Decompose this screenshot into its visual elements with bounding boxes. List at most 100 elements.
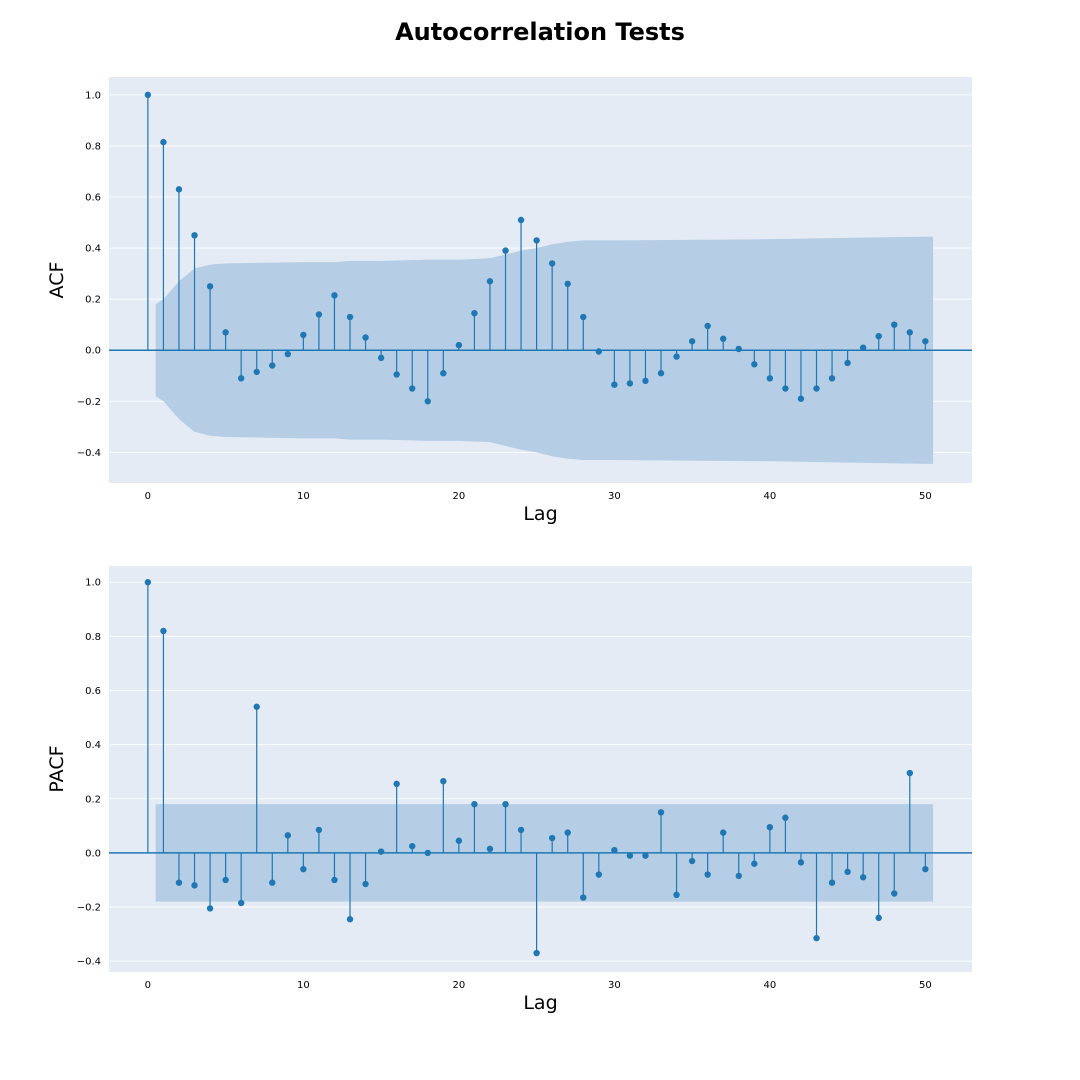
- pacf-point: [269, 879, 276, 886]
- pacf-y-axis-title: PACF: [46, 745, 68, 792]
- acf-point: [175, 186, 183, 193]
- pacf-plot-background: [109, 566, 972, 972]
- acf-point: [331, 292, 338, 299]
- pacf-point: [828, 879, 836, 886]
- pacf-point: [922, 865, 929, 873]
- acf-point: [253, 368, 260, 376]
- pacf-x-tick-label: 20: [452, 980, 465, 991]
- pacf-point: [315, 826, 323, 834]
- acf-point: [269, 362, 276, 369]
- acf-point: [548, 260, 556, 267]
- acf-point: [409, 385, 416, 392]
- pacf-point: [160, 627, 167, 635]
- pacf-point: [859, 874, 867, 881]
- acf-point: [362, 334, 369, 341]
- pacf-point: [906, 769, 914, 777]
- acf-point: [346, 313, 354, 321]
- acf-x-tick-label: 40: [763, 491, 776, 502]
- pacf-point: [144, 579, 152, 586]
- pacf-point: [580, 894, 587, 901]
- pacf-point: [533, 949, 540, 957]
- pacf-y-tick-label: −0.2: [77, 903, 101, 914]
- acf-point: [315, 311, 323, 318]
- acf-point: [720, 335, 727, 342]
- acf-x-tick-label: 10: [297, 491, 310, 502]
- pacf-point: [377, 848, 385, 855]
- acf-x-tick-label: 0: [145, 491, 151, 502]
- acf-point: [766, 375, 774, 382]
- acf-y-tick-label: −0.4: [77, 448, 101, 459]
- acf-point: [673, 353, 680, 360]
- pacf-point: [751, 860, 758, 867]
- acf-point: [377, 354, 385, 362]
- acf-point: [797, 395, 805, 402]
- pacf-y-tick-label: 0.0: [85, 848, 101, 859]
- acf-point: [688, 338, 696, 345]
- acf-point: [160, 138, 167, 146]
- acf-point: [564, 280, 571, 288]
- pacf-point: [424, 849, 431, 857]
- acf-point: [533, 237, 540, 244]
- acf-point: [828, 375, 836, 382]
- pacf-point: [393, 780, 400, 788]
- acf-y-tick-label: 0.2: [85, 295, 101, 306]
- figure-title: Autocorrelation Tests: [395, 18, 685, 46]
- acf-point: [393, 371, 400, 378]
- acf-y-tick-label: 0.6: [85, 193, 101, 204]
- pacf-x-tick-label: 0: [145, 980, 151, 991]
- pacf-point: [175, 879, 183, 886]
- pacf-point: [782, 814, 789, 821]
- pacf-point: [331, 876, 338, 884]
- pacf-point: [673, 891, 680, 899]
- pacf-point: [191, 882, 198, 889]
- pacf-point: [517, 826, 525, 834]
- acf-point: [517, 216, 525, 224]
- pacf-point: [206, 905, 214, 912]
- pacf-point: [704, 871, 711, 878]
- acf-point: [222, 329, 229, 336]
- acf-point: [751, 361, 758, 368]
- acf-y-tick-label: −0.2: [77, 397, 101, 408]
- acf-y-tick-label: 0.4: [85, 244, 101, 255]
- acf-point: [657, 370, 665, 377]
- acf-point: [144, 91, 152, 99]
- pacf-point: [471, 800, 478, 808]
- acf-x-tick-label: 20: [452, 491, 465, 502]
- pacf-point: [766, 823, 774, 831]
- acf-point: [611, 381, 618, 388]
- acf-point: [300, 331, 307, 339]
- acf-point: [595, 348, 603, 355]
- pacf-y-tick-label: −0.4: [77, 957, 101, 968]
- acf-x-axis-title: Lag: [523, 503, 557, 525]
- pacf-point: [875, 914, 882, 922]
- pacf-point: [564, 829, 571, 836]
- acf-y-tick-label: 0.0: [85, 346, 101, 357]
- pacf-point: [237, 899, 245, 907]
- acf-point: [206, 283, 214, 290]
- pacf-y-tick-label: 1.0: [85, 578, 101, 589]
- acf-y-tick-label: 1.0: [85, 90, 101, 101]
- acf-point: [471, 309, 478, 317]
- pacf-x-tick-label: 50: [919, 980, 932, 991]
- acf-point: [782, 385, 789, 392]
- acf-point: [440, 370, 447, 377]
- acf-point: [704, 322, 711, 330]
- acf-point: [455, 341, 463, 349]
- pacf-point: [735, 872, 742, 880]
- pacf-point: [502, 800, 509, 808]
- pacf-point: [284, 832, 292, 839]
- acf-plot: 0 10 20 30 40 50 −0.4 −0.2 0.0 0.2 0.4 0.6 0.8 1.0 Lag…: [46, 77, 972, 525]
- acf-y-axis-title: ACF: [46, 262, 68, 299]
- pacf-point: [611, 847, 618, 854]
- acf-x-tick-label: 30: [608, 491, 621, 502]
- pacf-point: [844, 868, 851, 876]
- pacf-point: [486, 845, 494, 853]
- acf-point: [906, 329, 914, 336]
- pacf-point: [688, 857, 696, 865]
- acf-point: [642, 377, 649, 385]
- pacf-point: [362, 880, 369, 888]
- acf-point: [486, 278, 494, 285]
- pacf-y-tick-label: 0.2: [85, 794, 101, 805]
